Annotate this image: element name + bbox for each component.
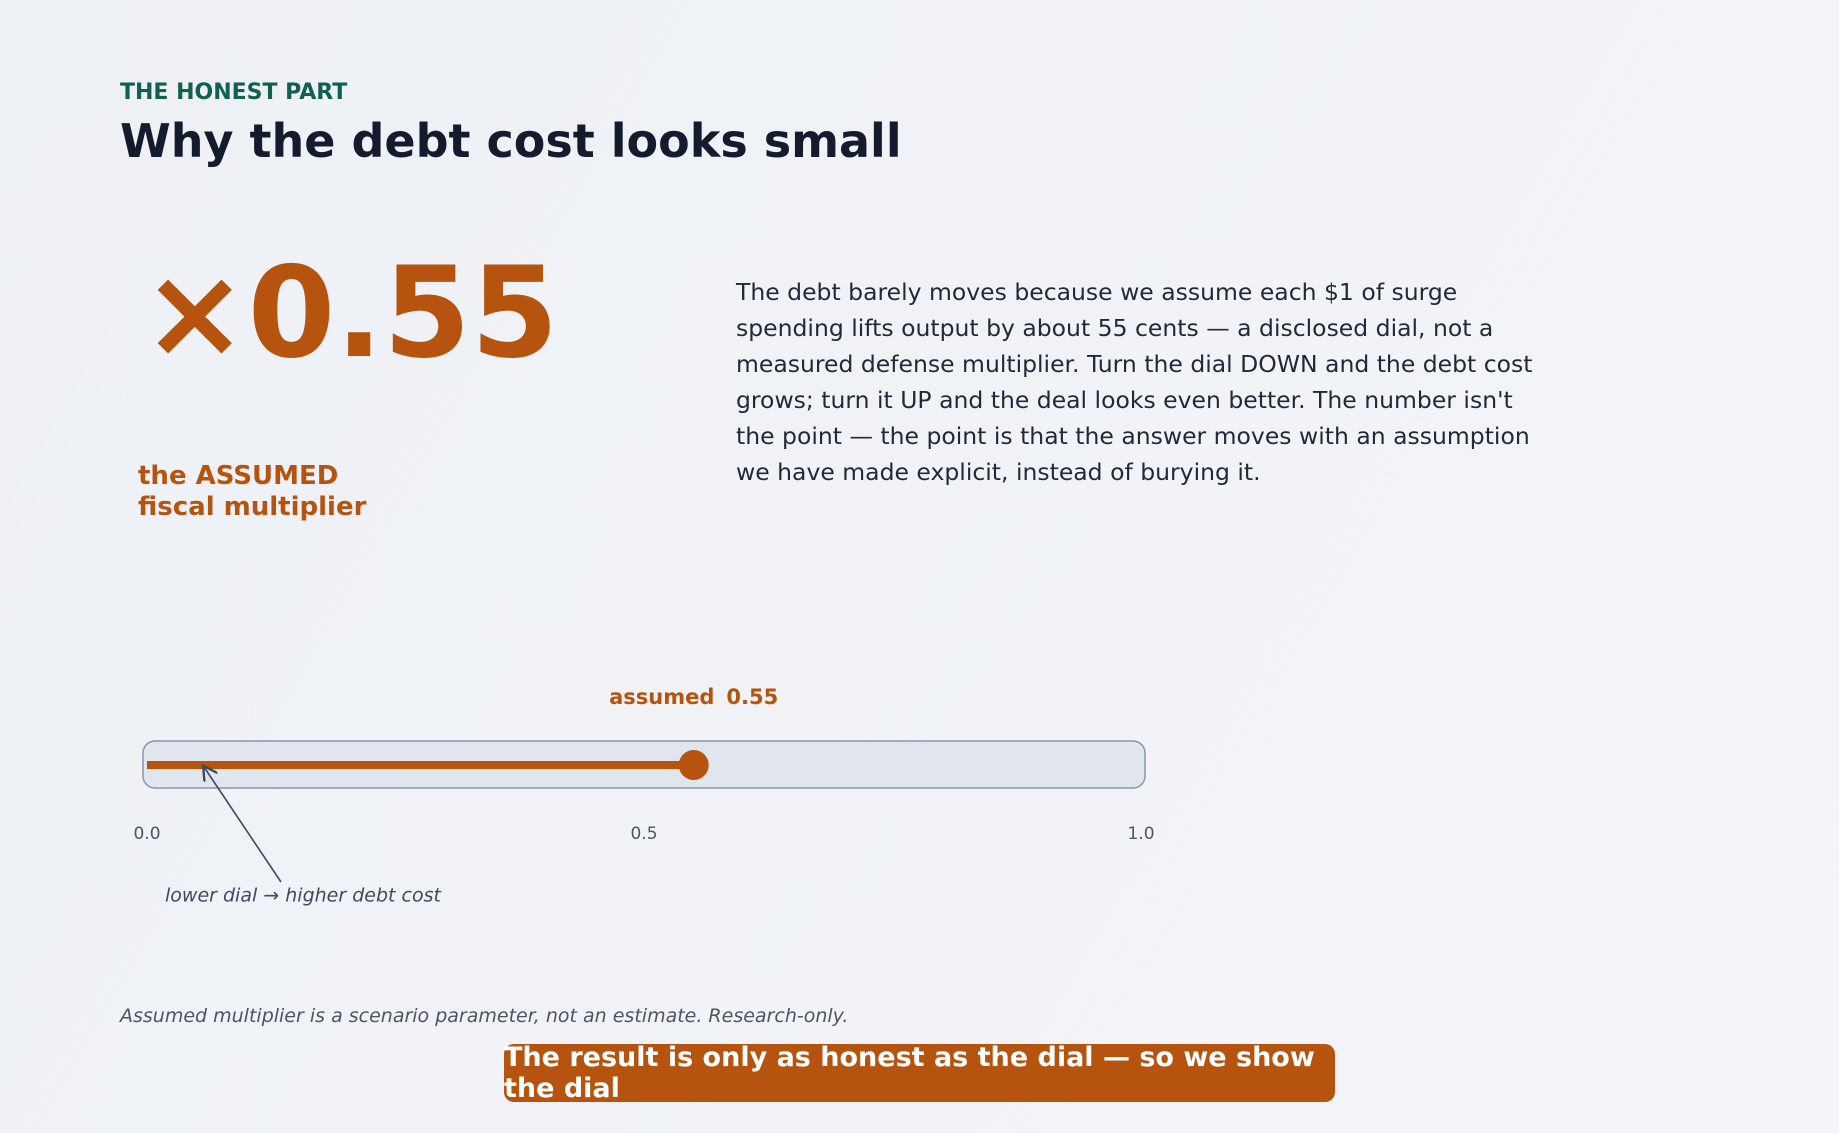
- eyebrow: THE HONEST PART: [120, 80, 348, 105]
- tick-label: 0.5: [630, 824, 657, 844]
- slider-value: 0.55: [726, 685, 778, 709]
- caption-line: the ASSUMED: [138, 461, 339, 491]
- slider-value-label: assumed 0.55: [609, 685, 778, 709]
- slider-label: assumed: [609, 685, 714, 709]
- banner: The result is only as honest as the dial…: [504, 1042, 1335, 1104]
- body-text: The debt barely moves because we assume …: [736, 278, 1533, 486]
- big-value-caption: the ASSUMED fiscal multiplier: [138, 461, 366, 523]
- tick-label: 1.0: [1127, 824, 1154, 844]
- annotation: lower dial → higher debt cost: [165, 885, 442, 907]
- tick-label: 0.0: [133, 824, 160, 844]
- title: Why the debt cost looks small: [120, 114, 902, 168]
- slider-knob[interactable]: [678, 750, 709, 780]
- caption-line: fiscal multiplier: [138, 492, 367, 522]
- footnote: Assumed multiplier is a scenario paramet…: [120, 1005, 849, 1027]
- big-value: ×0.55: [142, 239, 559, 386]
- annotation-arrow: [204, 767, 282, 883]
